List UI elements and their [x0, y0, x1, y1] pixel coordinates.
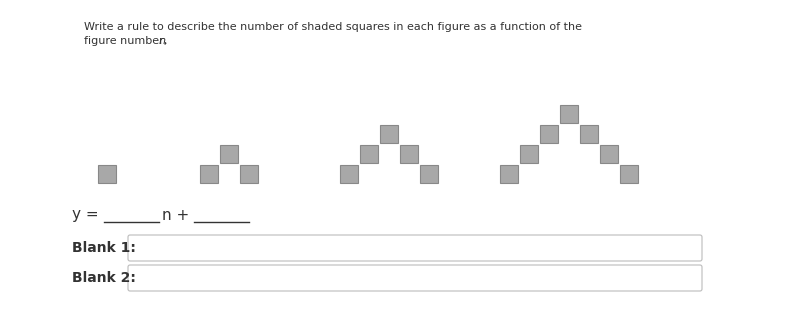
Bar: [98, 165, 116, 183]
Bar: [200, 165, 218, 183]
Bar: [380, 125, 398, 143]
Text: n: n: [159, 36, 166, 46]
Text: y =: y =: [72, 208, 104, 222]
Bar: [500, 165, 518, 183]
Bar: [580, 125, 598, 143]
Bar: [520, 145, 538, 163]
Bar: [600, 145, 618, 163]
Bar: [240, 165, 258, 183]
Text: Write a rule to describe the number of shaded squares in each figure as a functi: Write a rule to describe the number of s…: [84, 22, 582, 32]
Text: Blank 2:: Blank 2:: [72, 271, 136, 285]
Bar: [420, 165, 438, 183]
Bar: [220, 145, 238, 163]
FancyBboxPatch shape: [128, 265, 702, 291]
Bar: [540, 125, 558, 143]
Text: figure number,: figure number,: [84, 36, 171, 46]
Text: Blank 1:: Blank 1:: [72, 241, 136, 255]
Bar: [340, 165, 358, 183]
Bar: [400, 145, 418, 163]
Text: .: .: [164, 36, 168, 46]
Text: n +: n +: [162, 208, 194, 222]
Bar: [360, 145, 378, 163]
Bar: [560, 105, 578, 123]
FancyBboxPatch shape: [128, 235, 702, 261]
Bar: [620, 165, 638, 183]
